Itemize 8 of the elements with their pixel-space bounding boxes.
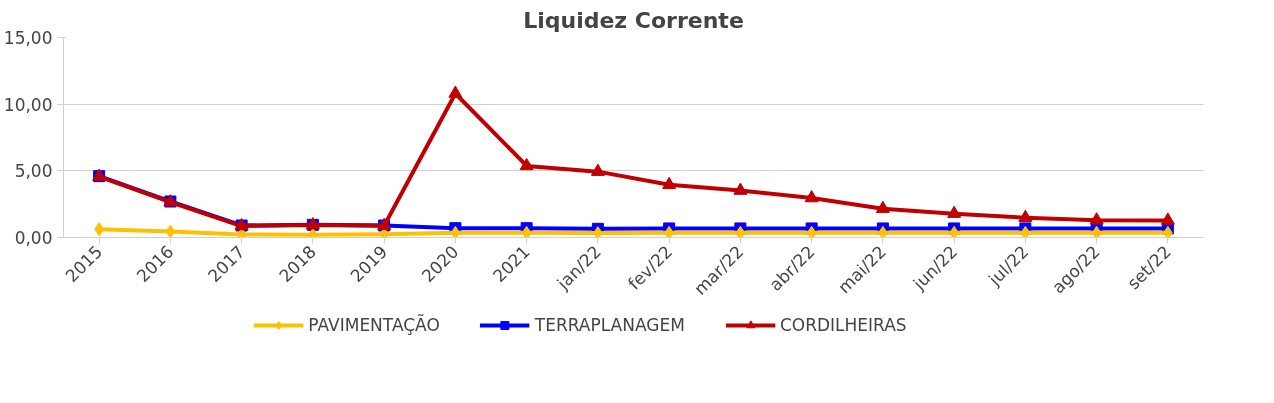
y-tick-label: 10,00 bbox=[3, 94, 53, 115]
legend-label: PAVIMENTAÇÃO bbox=[308, 315, 440, 335]
y-tick-label: 5,00 bbox=[14, 161, 53, 182]
y-tick-label: 0,00 bbox=[14, 228, 53, 248]
legend-label: TERRAPLANAGEM bbox=[534, 315, 685, 335]
y-tick-label: 15,00 bbox=[3, 28, 53, 48]
chart-title: Liquidez Corrente bbox=[523, 7, 744, 33]
legend-label: CORDILHEIRAS bbox=[779, 315, 907, 335]
